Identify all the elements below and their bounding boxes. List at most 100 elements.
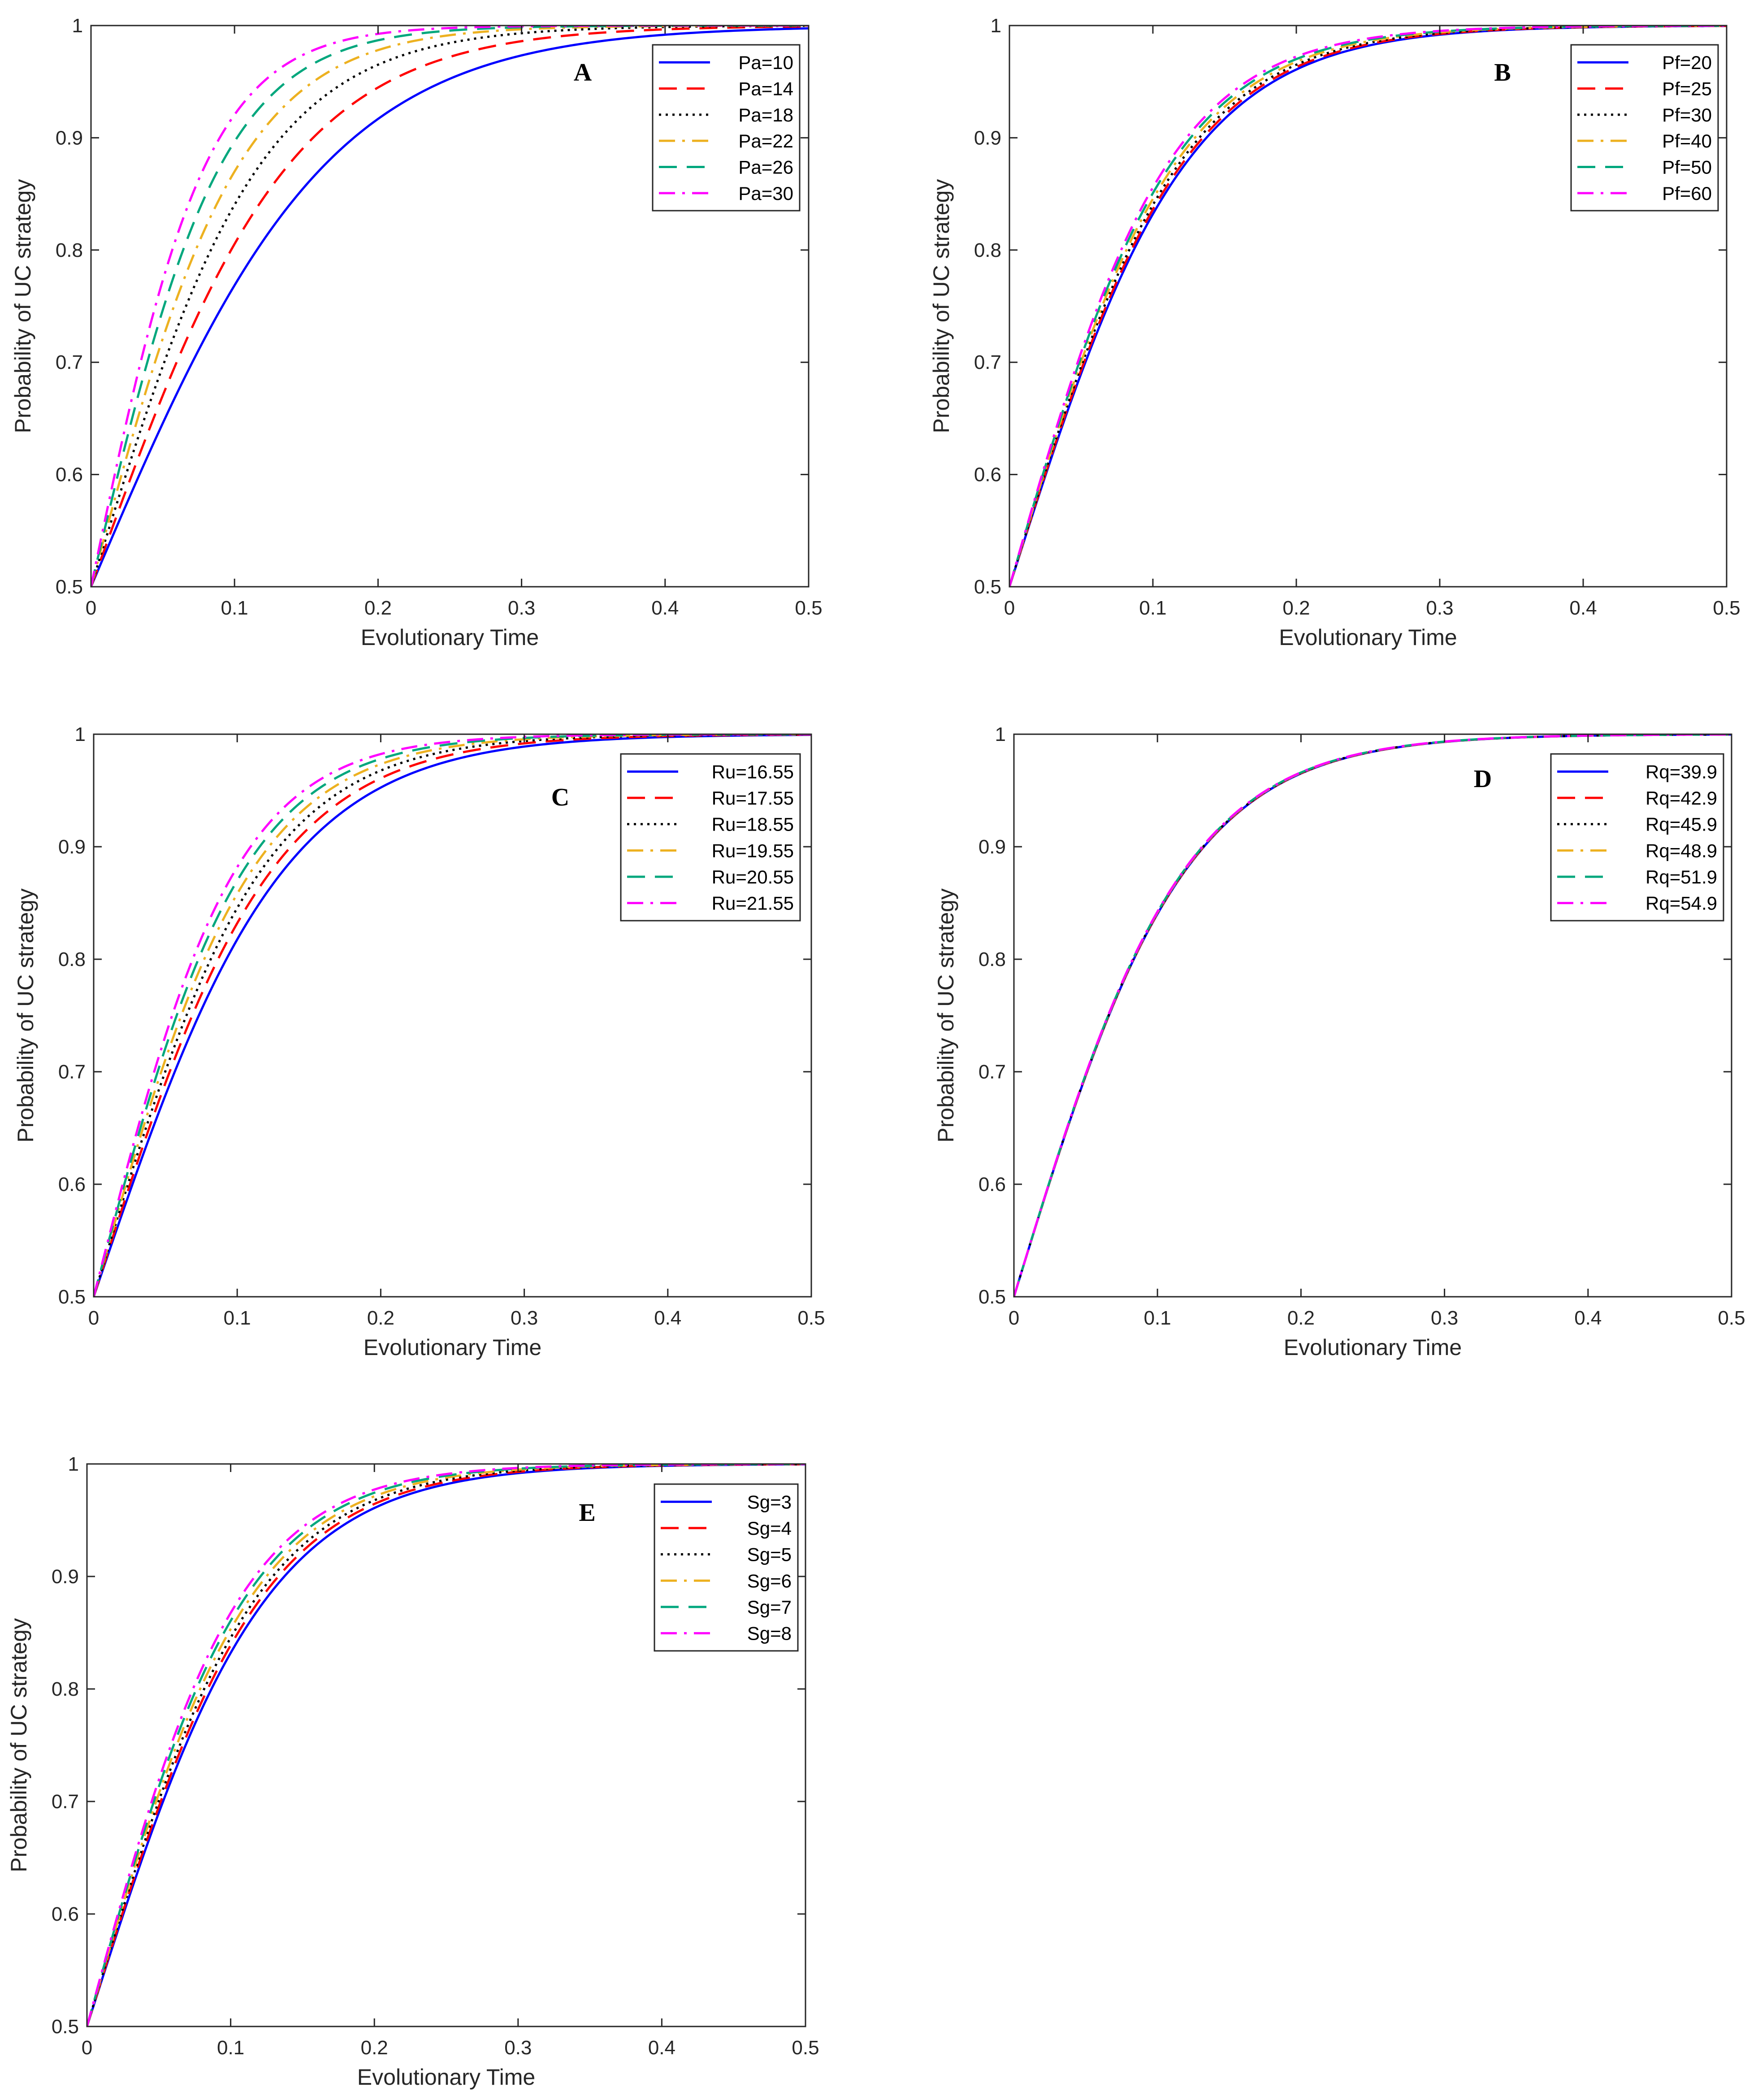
y-tick-label: 1 [995,723,1006,745]
axes-box [1009,25,1728,588]
x-tick-label: 0.5 [792,2037,819,2059]
panel-letter: D [1474,765,1492,793]
legend-label: Sg=5 [747,1544,792,1565]
x-axis-label: Evolutionary Time [361,625,539,650]
axes-box [90,25,810,588]
x-tick-label: 0 [1009,1307,1019,1329]
series-line-pa-14 [91,26,809,587]
x-tick-label: 0.4 [654,1307,681,1329]
x-tick-label: 0 [82,2037,92,2059]
y-tick-label: 0.7 [52,1791,79,1813]
legend-box [620,753,801,922]
axes-box [86,1463,806,2027]
x-tick-label: 0.5 [797,1307,825,1329]
x-tick-label: 0 [86,597,96,619]
axes-box [1013,733,1732,1298]
series-line-sg-6 [87,1464,805,2026]
y-tick-label: 0.5 [979,1286,1006,1308]
y-tick-label: 0.5 [56,576,83,598]
legend: Sg=3 Sg=4 Sg=5 Sg=6 Sg=7 Sg=8 [654,1483,799,1652]
y-tick-label: 0.6 [52,1903,79,1925]
series-line-sg-7 [87,1464,805,2026]
x-tick-label: 0.3 [511,1307,538,1329]
legend: Rq=39.9 Rq=42.9 Rq=45.9 Rq=48.9 Rq=51.9 Rq=54… [1550,753,1724,922]
panel-b: 0 0.1 0.2 0.3 0.4 0.5 0.5 0.6 0.7 0.8 0.9 1 Evolutio… [929,15,1741,650]
legend-label: Pa=26 [738,157,793,178]
legend-label: Sg=3 [747,1491,792,1512]
y-tick-label: 0.8 [979,948,1006,970]
legend-label: Rq=48.9 [1645,840,1717,861]
legend-label: Sg=8 [747,1623,792,1644]
legend: Ru=16.55 Ru=17.55 Ru=18.55 Ru=19.55 Ru=20.55… [620,753,801,922]
legend-box [1550,753,1724,922]
y-tick-label: 0.9 [56,127,83,149]
y-tick-label: 0.5 [52,2016,79,2038]
legend-label: Ru=18.55 [712,814,794,835]
x-axis-label: Evolutionary Time [364,1335,541,1360]
y-tick-label: 1 [68,1453,79,1475]
x-tick-label: 0.2 [361,2037,388,2059]
x-tick-label: 0.1 [217,2037,244,2059]
legend-label: Rq=54.9 [1645,893,1717,914]
x-tick-label: 0 [88,1307,99,1329]
panel-d: 0 0.1 0.2 0.3 0.4 0.5 0.5 0.6 0.7 0.8 0.9 1 Evolutio… [933,723,1745,1360]
legend-box [1570,44,1719,212]
x-tick-label: 0.3 [508,597,535,619]
x-tick-label: 0.3 [1426,597,1453,619]
legend-label: Sg=6 [747,1570,792,1591]
y-tick-label: 0.9 [979,836,1006,858]
y-tick-label: 0.8 [58,948,86,970]
series-line-sg-5 [87,1464,805,2026]
y-tick-label: 0.8 [52,1678,79,1700]
axes-box [93,733,812,1298]
legend-label: Sg=4 [747,1518,792,1539]
y-tick-label: 0.6 [974,464,1001,486]
x-tick-label: 0.1 [224,1307,251,1329]
y-tick-label: 0.9 [58,836,86,858]
y-tick-label: 0.7 [979,1061,1006,1083]
panel-letter: A [574,59,592,87]
y-axis-label: Probability of UC strategy [13,888,38,1143]
legend-label: Rq=42.9 [1645,788,1717,809]
x-tick-label: 0.4 [1569,597,1597,619]
legend-label: Pa=14 [738,78,793,100]
x-tick-label: 0.4 [651,597,679,619]
legend-label: Sg=7 [747,1597,792,1618]
legend-label: Ru=16.55 [712,761,794,782]
x-tick-label: 0.5 [1713,597,1740,619]
series-line-pa-22 [91,26,809,587]
legend: Pa=10 Pa=14 Pa=18 Pa=22 Pa=26 Pa=30 [652,44,801,212]
series-lines [1014,734,1732,1297]
x-tick-label: 0.2 [1287,1307,1315,1329]
legend-label: Rq=39.9 [1645,761,1717,782]
x-axis-label: Evolutionary Time [1284,1335,1462,1360]
x-axis-label: Evolutionary Time [1279,625,1457,650]
legend-label: Ru=19.55 [712,840,794,861]
x-tick-label: 0.2 [1282,597,1310,619]
panel-letter: B [1494,59,1511,87]
x-axis-label: Evolutionary Time [357,2065,535,2090]
legend-label: Pa=18 [738,104,793,126]
legend-label: Ru=21.55 [712,893,794,914]
legend: Pf=20 Pf=25 Pf=30 Pf=40 Pf=50 Pf=60 [1570,44,1719,212]
y-axis-label: Probability of UC strategy [933,888,958,1143]
legend-label: Pf=25 [1662,78,1712,100]
legend-label: Pf=30 [1662,104,1712,126]
legend-box [652,44,801,212]
y-tick-label: 0.6 [979,1173,1006,1195]
y-axis-label: Probability of UC strategy [6,1618,31,1872]
legend-label: Pf=40 [1662,130,1712,152]
legend-label: Pf=60 [1662,183,1712,204]
x-tick-label: 0.5 [1718,1307,1745,1329]
x-tick-label: 0.3 [504,2037,532,2059]
series-line-ru-18-55 [94,734,811,1297]
legend-label: Ru=20.55 [712,866,794,888]
y-tick-label: 0.7 [56,351,83,373]
y-tick-label: 0.5 [974,576,1001,598]
y-tick-label: 1 [72,15,83,37]
series-line-rq-54-9 [1014,734,1732,1297]
x-tick-label: 0.5 [795,597,822,619]
y-tick-label: 0.9 [974,127,1001,149]
y-tick-label: 1 [75,723,86,745]
